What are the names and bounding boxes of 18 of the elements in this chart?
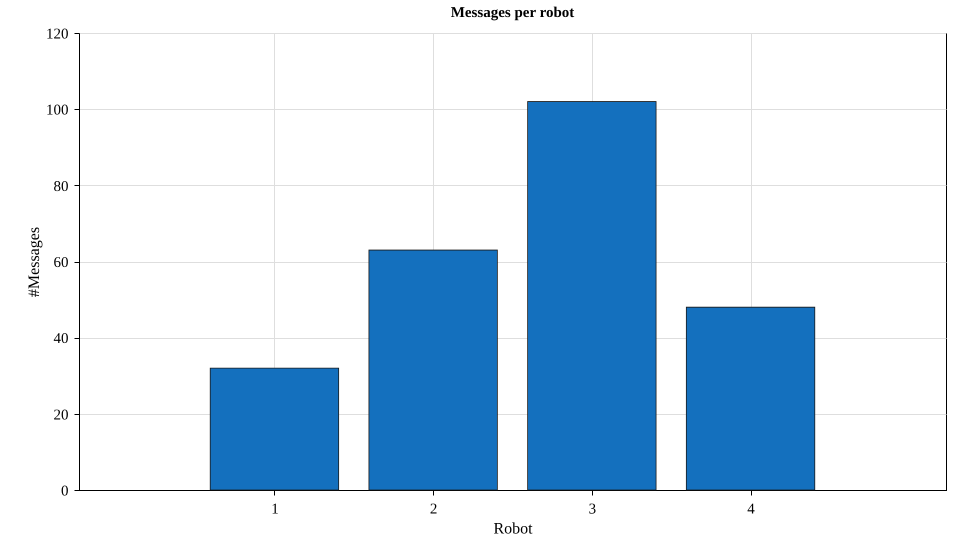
y-tick-label: 40 [54, 331, 68, 348]
y-axis-title: #Messages [26, 226, 43, 298]
y-tick-label: 60 [54, 255, 68, 271]
x-tick-label: 3 [588, 502, 596, 518]
chart-title: Messages per robot [450, 5, 574, 21]
y-tick-label: 100 [46, 102, 68, 119]
bar [210, 368, 340, 490]
x-axis-title: Robot [493, 520, 534, 538]
bar [527, 101, 656, 490]
bar [368, 250, 498, 490]
y-tick-label: 20 [54, 407, 68, 424]
x-tick-label: 1 [271, 502, 279, 518]
y-tick-label: 0 [61, 484, 68, 500]
x-tick-label: 4 [747, 502, 756, 518]
y-tick-label: 80 [54, 178, 68, 195]
bar [686, 306, 816, 490]
x-tick-label: 2 [430, 502, 438, 518]
y-tick-label: 120 [46, 26, 68, 42]
